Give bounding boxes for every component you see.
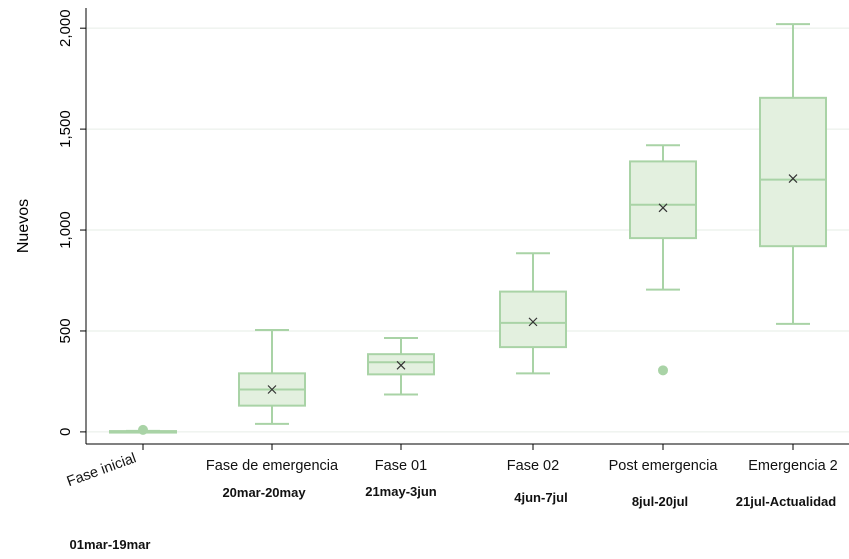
gridlines (86, 27, 849, 433)
axes (80, 8, 849, 450)
box-5 (629, 144, 697, 376)
box-6 (759, 23, 827, 325)
box-1 (109, 424, 177, 435)
mean-marker (396, 360, 406, 370)
boxes (109, 23, 827, 435)
x-tick-label: Emergencia 2 (748, 458, 837, 474)
date-range-label: 01mar-19mar (70, 537, 151, 552)
y-tick-label: 1,000 (57, 211, 74, 249)
y-tick-label: 2,000 (57, 9, 74, 47)
box-3 (367, 337, 435, 396)
mean-marker (267, 385, 277, 394)
date-range-label: 21jul-Actualidad (736, 494, 836, 509)
x-tick-label: Fase de emergencia (206, 458, 339, 474)
x-tick-label: Fase 02 (507, 458, 559, 474)
y-axis-title: Nuevos (15, 199, 32, 253)
y-tick-label: 0 (57, 428, 74, 436)
date-range-label: 8jul-20jul (632, 494, 688, 509)
outlier-point (658, 365, 668, 376)
date-range-label: 4jun-7jul (514, 490, 567, 505)
y-tick-label: 500 (57, 318, 74, 343)
outlier-point (138, 424, 148, 435)
iqr-box (499, 290, 567, 349)
iqr-box (759, 96, 827, 248)
box-2 (238, 328, 306, 425)
date-range-label: 20mar-20may (222, 485, 306, 500)
x-tick-label: Fase 01 (375, 458, 427, 474)
mean-marker (528, 317, 538, 327)
x-tick-label: Post emergencia (609, 458, 719, 474)
date-range-label: 21may-3jun (365, 484, 437, 499)
labels: 0 500 1,000 1,500 2,000 Nuevos Fase inicial Fas… (15, 9, 838, 552)
iqr-box (367, 353, 435, 376)
x-tick-label: Fase inicial (65, 450, 139, 490)
mean-marker (788, 174, 798, 183)
mean-marker (658, 203, 668, 213)
y-tick-label: 1,500 (57, 110, 74, 148)
iqr-box (629, 160, 697, 240)
box-4 (499, 252, 567, 375)
